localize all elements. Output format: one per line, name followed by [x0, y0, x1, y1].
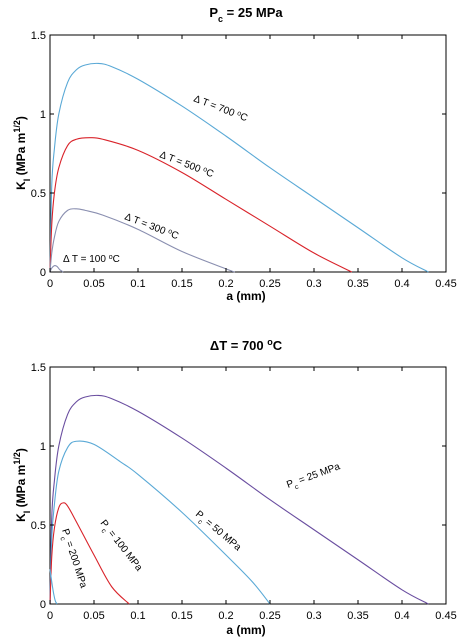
chart-top-x-tick-label: 0.25 [259, 278, 280, 290]
chart-top-y-tick-label: 0.5 [31, 188, 46, 200]
chart-top-series [49, 62, 429, 273]
chart-top-y-ticks: 0 0.5 1 1.5 [31, 30, 446, 279]
chart-top-xlabel: a (mm) [226, 289, 265, 303]
chart-top-y-tick-label: 0 [40, 267, 46, 279]
chart-bottom-y-tick-label: 1.5 [31, 362, 46, 374]
chart-top-title: Pc = 25 MPa [209, 5, 283, 24]
chart-bottom-ylabel: KI (MPa m1/2) [12, 448, 32, 522]
chart-bottom-frame [49, 366, 447, 605]
chart-top-y-tick-label: 1 [40, 109, 46, 121]
chart-bottom-y-ticks: 0 0.5 1 1.5 [31, 362, 446, 611]
chart-bottom: ΔT = 700 oC 0 0.05 0.1 0.15 0.2 0.25 0.3 0.35 0.… [12, 337, 457, 637]
chart-top: Pc = 25 MPa 0 0.05 0.1 0.15 0.2 0.25 0.3 0.35 0.… [12, 5, 457, 303]
chart-top-series-1-line [49, 137, 353, 273]
chart-bottom-series-0-line [49, 394, 429, 605]
chart-top-x-ticks: 0 0.05 0.1 0.15 0.2 0.25 0.3 0.35 0.4 0.45 [47, 35, 457, 290]
chart-bottom-series-1-line [49, 440, 271, 605]
chart-top-x-tick-label: 0.35 [347, 278, 368, 290]
chart-top-x-tick-label: 0.05 [83, 278, 104, 290]
chart-bottom-x-tick-label: 0.1 [130, 610, 145, 622]
chart-top-y-tick-label: 1.5 [31, 30, 46, 42]
label-dt-100: Δ T = 100 oC [63, 254, 120, 266]
chart-top-x-tick-label: 0.15 [171, 278, 192, 290]
chart-top-frame [49, 34, 447, 273]
chart-bottom-series-3-line [49, 569, 58, 605]
chart-bottom-series-2-line [49, 502, 130, 605]
chart-bottom-x-tick-label: 0.15 [171, 610, 192, 622]
chart-top-x-tick-label: 0.4 [394, 278, 409, 290]
chart-bottom-x-tick-label: 0.25 [259, 610, 280, 622]
chart-bottom-x-tick-label: 0.45 [435, 610, 456, 622]
chart-bottom-y-tick-label: 1 [40, 441, 46, 453]
chart-bottom-series [49, 394, 429, 605]
chart-bottom-y-tick-label: 0 [40, 599, 46, 611]
chart-top-x-tick-label: 0.2 [218, 278, 233, 290]
chart-top-series-2-line [49, 208, 235, 273]
chart-bottom-x-tick-label: 0 [47, 610, 53, 622]
label-dt-700: Δ T = 700 oC [192, 93, 249, 124]
chart-bottom-x-tick-label: 0.35 [347, 610, 368, 622]
chart-bottom-xlabel: a (mm) [226, 623, 265, 637]
chart-top-series-3-line [49, 265, 64, 273]
chart-top-x-tick-label: 0.3 [306, 278, 321, 290]
chart-bottom-x-tick-label: 0.2 [218, 610, 233, 622]
label-pc-50: Pc = 50 MPa [191, 509, 243, 556]
chart-top-series-0-line [49, 62, 429, 273]
label-pc-25: Pc = 25 MPa [285, 461, 343, 493]
chart-bottom-y-tick-label: 0.5 [31, 520, 46, 532]
chart-bottom-x-tick-label: 0.3 [306, 610, 321, 622]
chart-bottom-x-ticks: 0 0.05 0.1 0.15 0.2 0.25 0.3 0.35 0.4 0.45 [47, 367, 457, 622]
chart-top-x-tick-label: 0.45 [435, 278, 456, 290]
label-pc-100: Pc = 100 MPa [96, 518, 145, 575]
chart-top-x-tick-label: 0 [47, 278, 53, 290]
chart-top-ylabel: KI (MPa m1/2) [12, 116, 32, 190]
chart-bottom-x-tick-label: 0.05 [83, 610, 104, 622]
chart-bottom-x-tick-label: 0.4 [394, 610, 409, 622]
chart-bottom-title: ΔT = 700 oC [210, 337, 283, 353]
chart-top-x-tick-label: 0.1 [130, 278, 145, 290]
